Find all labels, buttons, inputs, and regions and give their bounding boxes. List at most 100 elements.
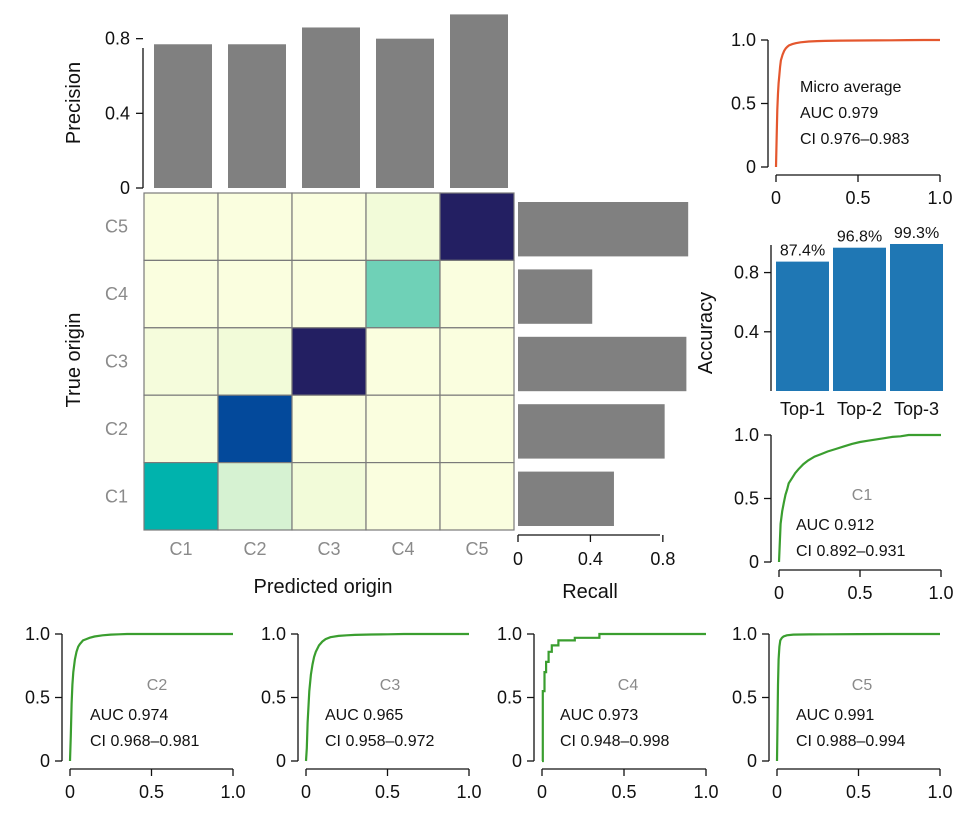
heatmap-cell-c5-c3	[291, 192, 367, 262]
heatmap-cell-c4-c2	[217, 259, 293, 329]
roc-c4-x-tick-label: 1.0	[693, 782, 718, 802]
recall-x-tick-label: 0.8	[650, 549, 675, 569]
roc-c3-annotation-line: CI 0.958–0.972	[325, 733, 435, 750]
roc-c1-x-tick-label: 0	[774, 583, 784, 603]
roc-c5-class-label: C5	[852, 677, 873, 694]
roc-c3-y-tick-label: 1.0	[261, 624, 286, 644]
roc-c2-x-tick-label: 1.0	[220, 782, 245, 802]
heatmap-x-tick-label: C4	[391, 539, 414, 559]
accuracy-y-axis-title: Accuracy	[695, 292, 717, 374]
roc-c1-curve	[777, 433, 941, 563]
heatmap-cell-c1-c3	[291, 462, 367, 531]
roc-micro-annotation-line: AUC 0.979	[800, 105, 878, 122]
roc-c5-y-tick-label: 0.5	[732, 688, 757, 708]
heatmap-x-tick-label: C3	[317, 539, 340, 559]
heatmap-x-tick-label: C2	[243, 539, 266, 559]
precision-bar-c1	[154, 44, 212, 189]
heatmap-cell-c3-c4	[365, 327, 441, 396]
heatmap-y-tick-label: C1	[105, 486, 128, 506]
roc-c2-x-tick-label: 0	[65, 782, 75, 802]
heatmap-cell-c4-c4	[365, 259, 441, 329]
roc-c2-class-label: C2	[147, 677, 168, 694]
heatmap-y-tick-label: C4	[105, 284, 128, 304]
accuracy-value-label: 87.4%	[780, 243, 825, 260]
roc-c5-y-tick-label: 1.0	[732, 624, 757, 644]
heatmap-cell-c3-c3	[291, 327, 367, 396]
accuracy-bar-top-3	[890, 243, 943, 391]
roc-c3-x-tick-label: 0	[301, 782, 311, 802]
roc-c3-curve	[304, 632, 469, 762]
roc-c4-curve	[541, 632, 706, 763]
roc-c3-annotation-line: AUC 0.965	[325, 707, 403, 724]
roc-c3-y-tick-label: 0	[276, 751, 286, 771]
roc-c5-curve	[775, 632, 940, 762]
roc-micro-y-tick-label: 0	[746, 157, 756, 177]
heatmap-cell-c2-c4	[365, 394, 441, 464]
roc-c4-annotation-line: CI 0.948–0.998	[560, 733, 670, 750]
roc-c4-y-tick-label: 0.5	[497, 688, 522, 708]
precision-bar-c5	[450, 14, 508, 189]
heatmap-y-tick-label: C2	[105, 419, 128, 439]
roc-c1-x-tick-label: 0.5	[847, 583, 872, 603]
accuracy-bar-top-1	[776, 261, 829, 391]
roc-c3-x-tick-label: 1.0	[456, 782, 481, 802]
heatmap-cell-c4-c3	[291, 259, 367, 329]
roc-c5-annotation-line: CI 0.988–0.994	[796, 733, 906, 750]
roc-c1-x-tick-label: 1.0	[928, 583, 953, 603]
recall-bar-c3	[518, 336, 687, 392]
accuracy-y-tick-label: 0.8	[734, 263, 759, 283]
heatmap-cell-c5-c2	[217, 192, 293, 262]
heatmap-cell-c2-c3	[291, 394, 367, 464]
heatmap-cell-c3-c5	[439, 327, 515, 396]
roc-c5-x-tick-label: 0.5	[846, 782, 871, 802]
accuracy-x-tick-label: Top-2	[837, 399, 882, 419]
roc-c2-x-tick-label: 0.5	[139, 782, 164, 802]
roc-c4-x-tick-label: 0.5	[611, 782, 636, 802]
roc-c3-y-tick-label: 0.5	[261, 688, 286, 708]
heatmap-x-tick-label: C5	[465, 539, 488, 559]
precision-y-axis-title: Precision	[63, 62, 85, 144]
heatmap-y-tick-label: C3	[105, 352, 128, 372]
heatmap-x-axis-title: Predicted origin	[254, 576, 393, 598]
heatmap-cell-c1-c5	[439, 462, 515, 531]
heatmap-cell-c1-c1	[143, 462, 219, 531]
heatmap-x-tick-label: C1	[169, 539, 192, 559]
roc-c4-annotation-line: AUC 0.973	[560, 707, 638, 724]
precision-y-tick-label: 0.4	[105, 103, 130, 123]
heatmap-y-tick-label: C5	[105, 217, 128, 237]
accuracy-value-label: 96.8%	[837, 229, 882, 246]
roc-c2-annotation-line: CI 0.968–0.981	[90, 733, 200, 750]
roc-c5-annotation-line: AUC 0.991	[796, 707, 874, 724]
precision-y-tick-label: 0.8	[105, 29, 130, 49]
roc-micro-annotation-line: CI 0.976–0.983	[800, 131, 910, 148]
roc-c4-y-tick-label: 1.0	[497, 624, 522, 644]
roc-c3-x-tick-label: 0.5	[375, 782, 400, 802]
recall-bar-c1	[518, 471, 614, 526]
recall-bar-c2	[518, 404, 665, 459]
heatmap-cell-c5-c5	[439, 192, 515, 262]
roc-c2-y-tick-label: 0	[40, 751, 50, 771]
accuracy-y-tick-label: 0.4	[734, 322, 759, 342]
roc-c2-annotation-line: AUC 0.974	[90, 707, 168, 724]
roc-c4-class-label: C4	[618, 677, 639, 694]
accuracy-value-label: 99.3%	[894, 225, 939, 242]
roc-micro-x-tick-label: 0.5	[845, 188, 870, 208]
recall-bar-c5	[518, 202, 689, 257]
heatmap-cell-c2-c2	[217, 394, 293, 464]
precision-bar-c3	[302, 27, 360, 188]
roc-c4-x-tick-label: 0	[537, 782, 547, 802]
roc-c1-class-label: C1	[852, 487, 873, 504]
recall-bar-c4	[518, 269, 593, 324]
roc-micro-x-tick-label: 1.0	[927, 188, 952, 208]
heatmap-cell-c4-c1	[143, 259, 219, 329]
roc-c1-y-tick-label: 1.0	[734, 425, 759, 445]
roc-c2-y-tick-label: 1.0	[25, 624, 50, 644]
precision-y-tick-label: 0	[120, 178, 130, 198]
heatmap-cell-c3-c1	[143, 327, 219, 396]
roc-micro-curve	[774, 38, 940, 168]
roc-c5-x-tick-label: 0	[772, 782, 782, 802]
heatmap-cell-c3-c2	[217, 327, 293, 396]
heatmap-cell-c1-c4	[365, 462, 441, 531]
roc-c3-class-label: C3	[380, 677, 401, 694]
